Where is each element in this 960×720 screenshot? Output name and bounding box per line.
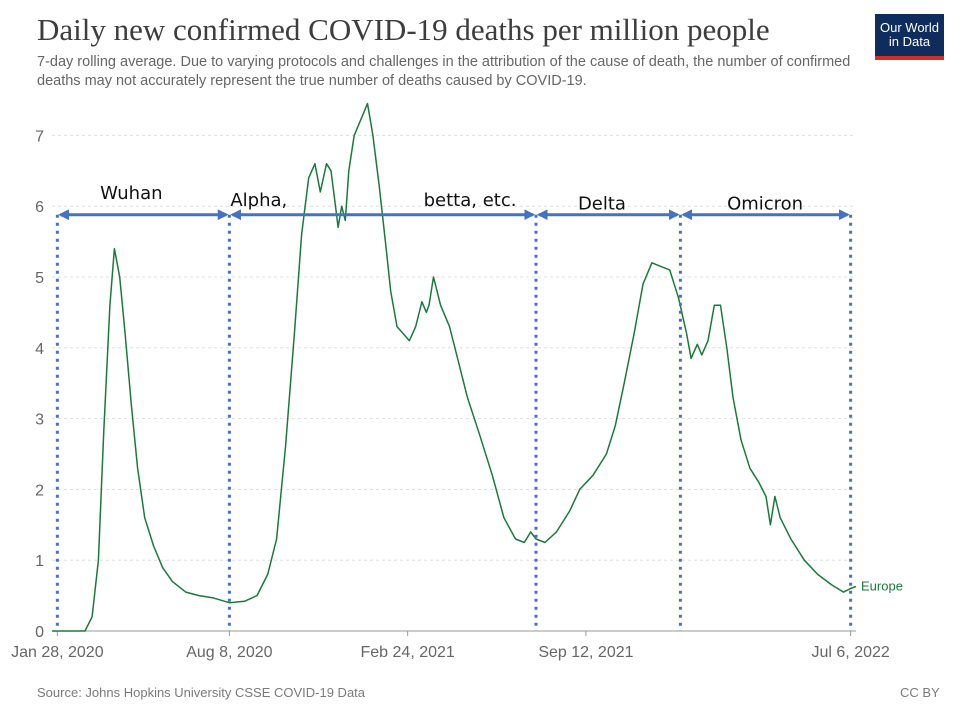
- y-tick-label: 5: [35, 270, 44, 287]
- period-label: Wuhan: [100, 183, 162, 204]
- y-tick-label: 1: [35, 553, 44, 570]
- y-tick-label: 2: [35, 482, 44, 499]
- y-tick-label: 6: [35, 199, 44, 216]
- period-label: Omicron: [727, 194, 803, 215]
- y-tick-label: 3: [35, 412, 44, 429]
- y-tick-label: 7: [35, 128, 44, 145]
- x-tick-label: Sep 12, 2021: [538, 644, 633, 661]
- y-axis: 0 1 2 3 4 5 6 7: [35, 128, 44, 641]
- license-link[interactable]: CC BY: [900, 685, 940, 700]
- chart-subtitle: 7-day rolling average. Due to varying pr…: [37, 54, 851, 89]
- source-note: Source: Johns Hopkins University CSSE CO…: [37, 685, 366, 700]
- gridlines: [52, 134, 856, 561]
- x-axis: Jan 28, 2020 Aug 8, 2020 Feb 24, 2021 Sep 1…: [11, 630, 890, 661]
- owid-logo[interactable]: Our World in Data: [875, 14, 944, 60]
- series-label-europe: Europe: [861, 578, 903, 593]
- x-tick-label: Jul 6, 2022: [812, 644, 890, 661]
- series-layer: Europe: [52, 102, 903, 632]
- y-tick-label: 0: [35, 624, 44, 641]
- x-tick-label: Jan 28, 2020: [11, 644, 104, 661]
- x-tick-label: Aug 8, 2020: [186, 644, 272, 661]
- period-label: betta, etc.: [424, 190, 517, 211]
- period-label: Alpha,: [230, 190, 287, 211]
- logo-line-2: in Data: [888, 34, 931, 49]
- series-line-europe: [52, 102, 857, 632]
- chart-title: Daily new confirmed COVID-19 deaths per …: [37, 12, 770, 47]
- period-annotations: Wuhan Alpha, betta, etc. Delta Omicron: [55, 183, 853, 631]
- y-tick-label: 4: [35, 341, 44, 358]
- period-label: Delta: [578, 194, 626, 215]
- logo-line-1: Our World: [880, 20, 939, 35]
- x-tick-label: Feb 24, 2021: [361, 644, 455, 661]
